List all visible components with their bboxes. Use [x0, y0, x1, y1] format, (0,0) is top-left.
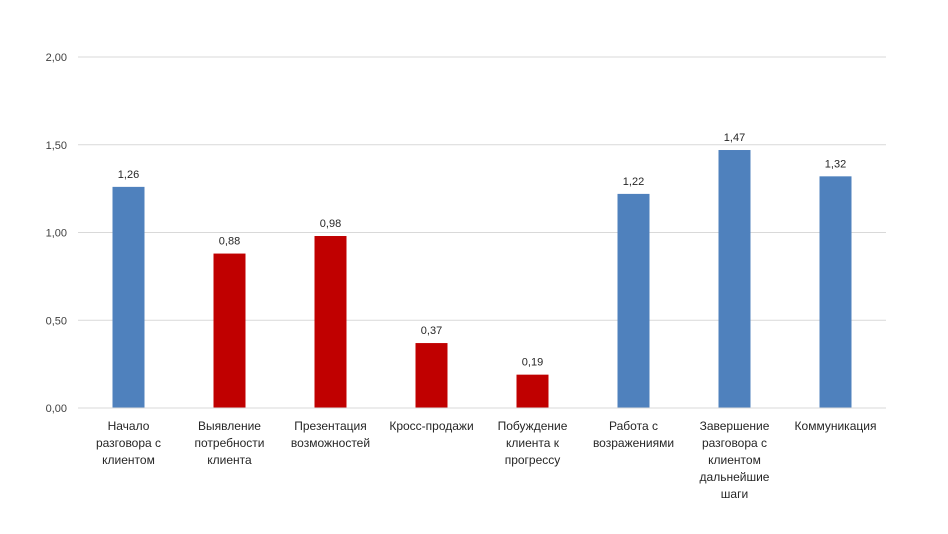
- data-label: 0,37: [421, 325, 442, 337]
- x-tick-label-line: клиента к: [506, 436, 560, 450]
- x-tick-label-line: Побуждение: [498, 419, 568, 433]
- x-tick-label-line: возражениями: [593, 436, 674, 450]
- gridlines: [78, 56, 886, 409]
- x-tick-label-line: Коммуникация: [795, 419, 877, 433]
- y-tick-label: 2,00: [46, 52, 67, 64]
- data-label: 1,22: [623, 176, 644, 188]
- x-tick-label-line: Презентация: [294, 419, 367, 433]
- x-tick-label: Побуждение клиента к прогрессу: [498, 419, 568, 467]
- x-axis: Начало разговора с клиентом Выявление потреб…: [78, 407, 886, 501]
- x-tick-label-line: возможностей: [291, 436, 370, 450]
- data-labels: 1,26 0,88 0,98 0,37 0,19 1,22 1,47 1,32: [118, 132, 846, 369]
- y-tick-label: 1,00: [46, 228, 67, 240]
- bars: [112, 150, 852, 408]
- x-tick-label-line: клиентом: [102, 453, 155, 467]
- data-label: 1,47: [724, 132, 745, 144]
- bar: [112, 186, 145, 408]
- x-tick-label: Кросс-продажи: [389, 419, 473, 433]
- x-tick-label: Начало разговора с клиентом: [96, 419, 161, 467]
- x-tick-label-line: потребности: [195, 436, 265, 450]
- x-tick-label-line: клиента: [207, 453, 252, 467]
- bar: [718, 150, 751, 408]
- y-tick-label: 0,00: [46, 403, 67, 415]
- x-tick-label-line: шаги: [721, 487, 748, 501]
- x-tick-label: Выявление потребности клиента: [195, 419, 265, 467]
- data-label: 0,88: [219, 236, 240, 248]
- y-tick-label: 0,50: [46, 315, 67, 327]
- y-axis: 0,00 0,50 1,00 1,50 2,00: [46, 52, 67, 415]
- x-tick-label-line: разговора с: [702, 436, 767, 450]
- bar: [516, 374, 549, 408]
- x-tick-label: Коммуникация: [795, 419, 877, 433]
- data-label: 0,19: [522, 357, 543, 369]
- data-label: 1,26: [118, 169, 139, 181]
- x-tick-label-line: Кросс-продажи: [389, 419, 473, 433]
- x-tick-label-line: клиентом: [708, 453, 761, 467]
- data-label: 0,98: [320, 218, 341, 230]
- y-tick-label: 1,50: [46, 140, 67, 152]
- x-tick-label: Завершение разговора с клиентом дальнейшие ш…: [700, 419, 770, 501]
- bar: [213, 253, 246, 408]
- x-tick-label-line: прогрессу: [505, 453, 561, 467]
- bar: [819, 176, 852, 408]
- bar: [617, 193, 650, 408]
- bar: [314, 236, 347, 408]
- x-tick-label-line: дальнейшие: [700, 470, 770, 484]
- x-tick-label: Работа с возражениями: [593, 419, 674, 450]
- x-tick-label-line: разговора с: [96, 436, 161, 450]
- x-tick-label-line: Работа с: [609, 419, 658, 433]
- x-tick-label-line: Выявление: [198, 419, 261, 433]
- x-tick-label-line: Завершение: [700, 419, 770, 433]
- x-tick-label-line: Начало: [108, 419, 150, 433]
- x-tick-label: Презентация возможностей: [291, 419, 370, 450]
- data-label: 1,32: [825, 158, 846, 170]
- bar: [415, 343, 448, 408]
